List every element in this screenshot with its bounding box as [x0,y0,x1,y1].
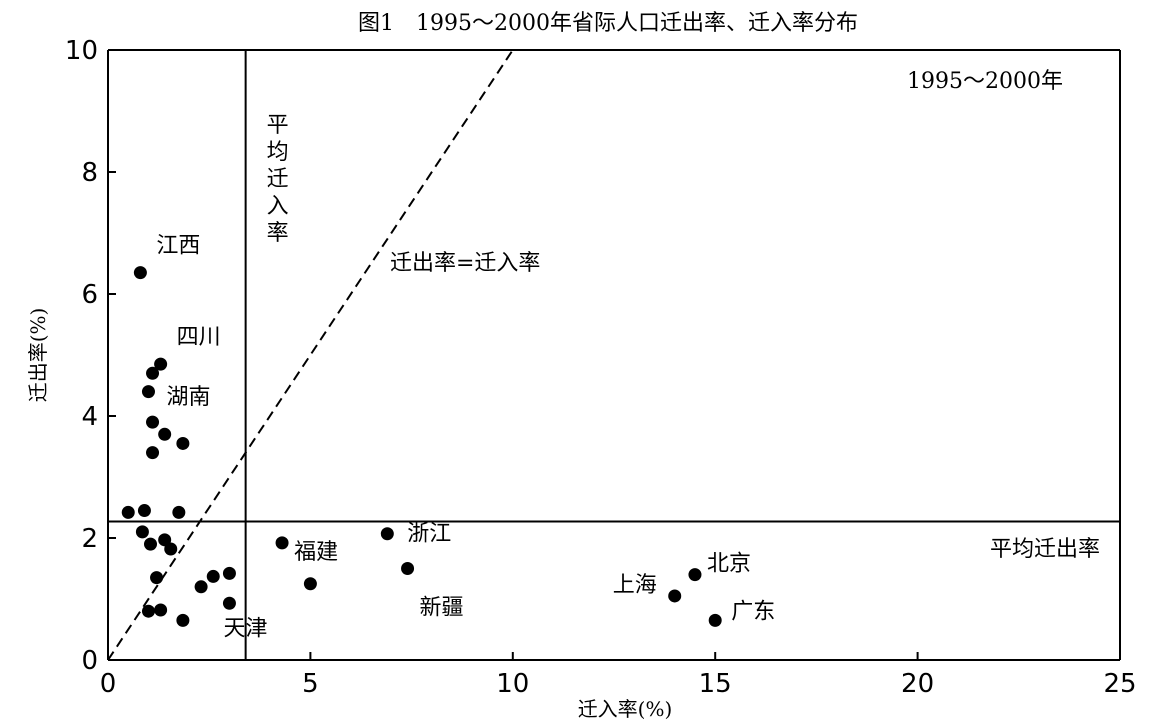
point-label: 新疆 [420,596,464,621]
data-point [172,505,186,519]
y-tick-label: 2 [81,524,98,554]
data-point [303,577,317,591]
data-point [141,604,155,618]
x-axis: 0 5 10 15 20 25 [100,652,1137,699]
y-tick-label: 8 [81,158,98,188]
data-point [164,542,178,556]
avg-in-rate-label-char: 迁 [267,167,289,192]
x-tick-label: 0 [100,669,117,699]
y-tick-label: 6 [81,280,98,310]
data-point [176,436,190,450]
y-tick-label: 10 [65,36,98,66]
y-axis-label: 迁出率(%) [26,308,50,403]
x-tick-label: 10 [496,669,529,699]
equal-rate-diagonal-line [107,49,514,661]
avg-in-rate-label-char: 平 [267,113,289,138]
data-point [176,613,190,627]
point-label: 四川 [177,325,221,350]
point-label: 天津 [223,616,267,641]
point-label: 湖南 [167,385,211,410]
avg-in-rate-label-char: 均 [267,140,289,165]
data-point [708,613,722,627]
data-point [668,589,682,603]
data-point [688,568,702,582]
data-point [158,533,172,547]
data-point [150,571,164,585]
data-point [133,266,147,280]
y-tick-label: 4 [81,402,98,432]
data-point [154,603,168,617]
data-point [121,505,135,519]
chart-subtitle: 1995～2000年 [907,69,1063,94]
data-point [275,536,289,550]
data-point [146,415,160,429]
point-label: 北京 [707,552,751,577]
data-points [121,266,722,627]
data-point [141,385,155,399]
y-tick-label: 0 [81,646,98,676]
data-point [137,504,151,518]
data-point [158,427,172,441]
data-point [144,537,158,551]
reference-lines [107,49,1120,661]
point-label: 福建 [294,540,338,565]
data-point [146,446,160,460]
avg-in-rate-label-char: 率 [267,221,289,246]
plot-area [107,49,1121,661]
data-point [222,566,236,580]
data-point [135,525,149,539]
x-tick-label: 25 [1103,669,1136,699]
data-point [194,580,208,594]
data-point [206,569,220,583]
point-label: 江西 [156,234,200,259]
data-point [401,562,415,575]
point-label: 浙江 [407,522,451,547]
avg-in-rate-label-char: 入 [267,194,289,219]
point-label: 广东 [731,599,775,624]
point-label: 上海 [613,573,657,598]
y-axis: 0 2 4 6 8 10 [65,36,116,676]
data-point [146,366,160,380]
data-point [222,596,236,610]
x-axis-label: 迁入率(%) [578,697,673,721]
data-point [380,527,394,541]
avg-out-rate-label: 平均迁出率 [990,537,1100,562]
chart-title: 图1 1995～2000年省际人口迁出率、迁入率分布 [358,11,858,36]
x-tick-label: 20 [901,669,934,699]
data-point [154,357,168,371]
x-tick-label: 5 [302,669,319,699]
diagonal-line-label: 迁出率=迁入率 [390,251,540,276]
x-tick-label: 15 [699,669,732,699]
